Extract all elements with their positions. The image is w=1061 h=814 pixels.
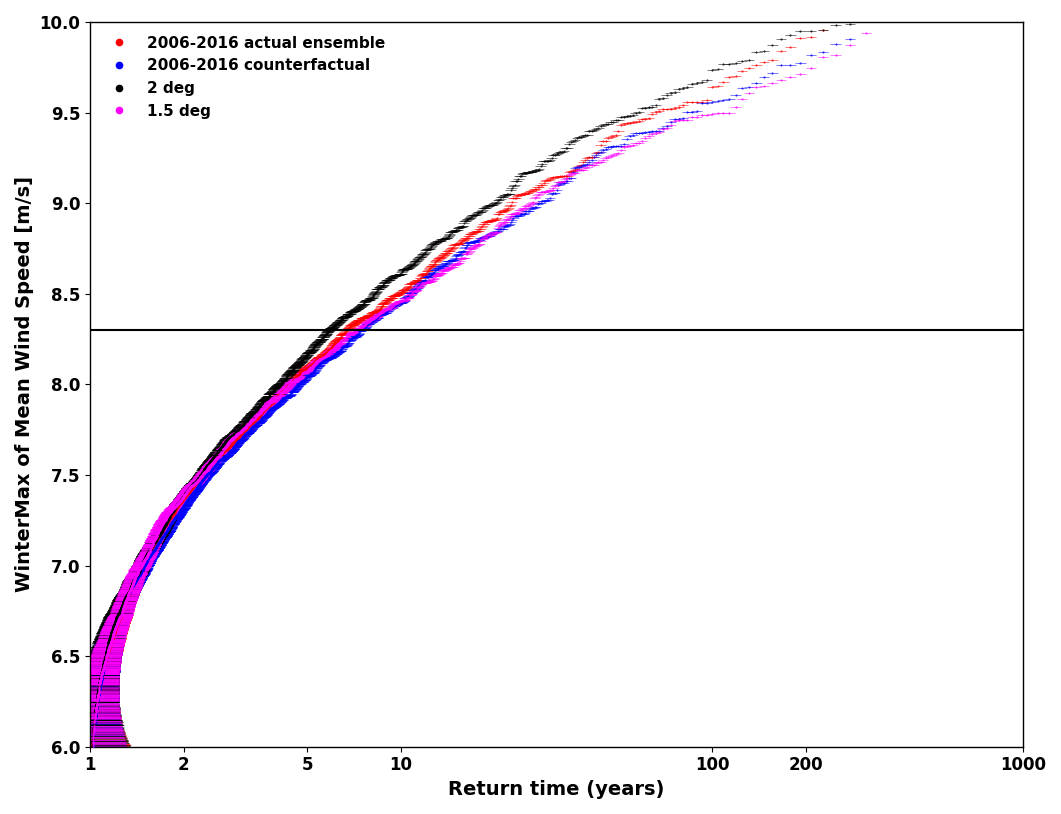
Y-axis label: WinterMax of Mean Wind Speed [m/s]: WinterMax of Mean Wind Speed [m/s] <box>15 177 34 593</box>
X-axis label: Return time (years): Return time (years) <box>449 780 665 799</box>
Legend: 2006-2016 actual ensemble, 2006-2016 counterfactual, 2 deg, 1.5 deg: 2006-2016 actual ensemble, 2006-2016 cou… <box>98 29 392 125</box>
